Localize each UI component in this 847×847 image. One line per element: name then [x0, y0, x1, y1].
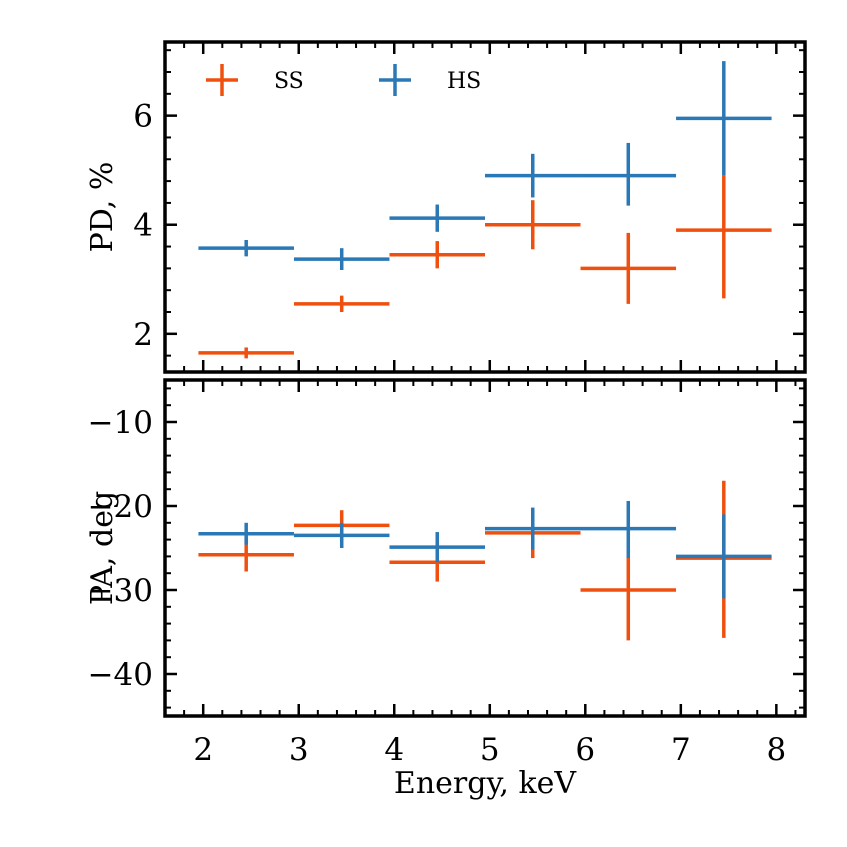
pa-y-tick-label: −20 [88, 489, 153, 525]
pd-y-tick-label: 4 [133, 208, 153, 244]
pa-frame [163, 378, 807, 718]
x-tick-labels: 2 3 4 5 6 7 8 [193, 732, 786, 768]
pa-series-ss [198, 480, 772, 641]
pd-panel: 2 4 6 PD, % [85, 40, 807, 374]
data-point [485, 153, 581, 198]
pd-frame [163, 40, 807, 374]
data-point [198, 347, 294, 359]
x-tick-label: 7 [671, 732, 691, 768]
data-point [580, 232, 677, 304]
data-point [676, 514, 772, 599]
x-axis-label: Energy, keV [394, 766, 577, 801]
data-point [389, 204, 485, 232]
pa-y-tick-label: −40 [88, 657, 153, 693]
data-point [580, 556, 677, 641]
data-point [389, 532, 485, 563]
data-point [198, 240, 294, 257]
data-point [580, 500, 677, 559]
pa-panel: −10 −20 −30 −40 PA, deg [85, 378, 807, 718]
x-tick-label: 5 [480, 732, 500, 768]
data-point [676, 175, 772, 299]
pd-y-tick-label: 2 [133, 317, 153, 353]
legend-entry-ss: SS [206, 64, 304, 96]
data-point [293, 295, 390, 312]
legend-label: SS [274, 69, 304, 94]
x-tick-label: 4 [384, 732, 404, 768]
data-point [485, 507, 581, 550]
pa-y-tick-label: −30 [88, 573, 153, 609]
data-point [198, 522, 294, 545]
pa-y-axis-label: PA, deg [85, 491, 120, 605]
data-point [580, 142, 677, 206]
x-tick-label: 2 [193, 732, 213, 768]
pd-series-ss [198, 175, 772, 359]
pa-y-tick-label: −10 [88, 405, 153, 441]
data-point [389, 241, 485, 269]
pd-y-tick-label: 6 [133, 99, 153, 135]
pa-series-hs [198, 500, 772, 599]
x-tick-label: 6 [575, 732, 595, 768]
data-point [485, 200, 581, 250]
data-point [293, 248, 390, 270]
legend-entry-hs: HS [379, 64, 481, 96]
x-tick-label: 8 [766, 732, 786, 768]
data-point [676, 61, 772, 176]
pd-series-hs [198, 61, 772, 270]
data-point [293, 522, 390, 548]
pd-y-axis-label: PD, % [85, 162, 120, 253]
x-tick-label: 3 [289, 732, 309, 768]
legend: SS HS [206, 64, 481, 96]
legend-label: HS [447, 69, 481, 94]
